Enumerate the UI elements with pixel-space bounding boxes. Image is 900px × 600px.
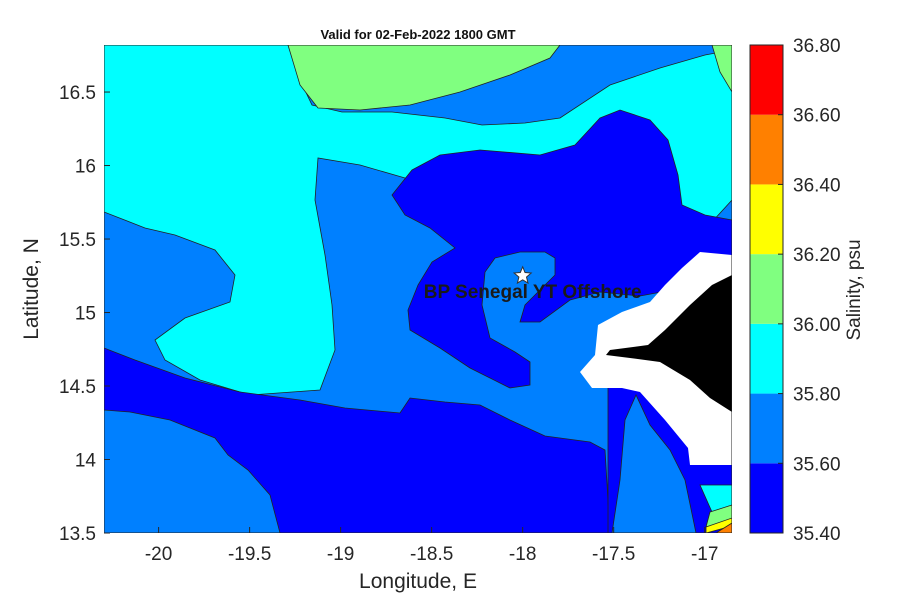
y-tick-label: 16 <box>75 157 96 178</box>
colorbar-segment <box>750 184 783 255</box>
salinity-band-36-20-36-40-coast <box>705 517 732 533</box>
colorbar-label: Salinity, psu <box>844 239 865 340</box>
colorbar-segment <box>750 323 783 394</box>
salinity-band-36-00-36-20 <box>287 45 561 111</box>
map-plot-area[interactable] <box>104 45 732 533</box>
x-tick-label: -17 <box>691 544 718 565</box>
x-tick-label: -20 <box>145 544 172 565</box>
y-tick-label: 16.5 <box>59 83 96 104</box>
land-mask <box>606 275 732 412</box>
y-tick-label: 15.5 <box>59 230 96 251</box>
salinity-band-35-40-35-60-west <box>104 347 611 533</box>
x-tick-label: -19.5 <box>228 544 271 565</box>
x-tick-label: -18 <box>509 544 536 565</box>
salinity-band-36-00-36-20-east <box>711 45 732 93</box>
colorbar-segment <box>750 254 783 324</box>
colorbar-tick-label: 35.40 <box>793 524 841 545</box>
colorbar-tick-label: 36.00 <box>793 315 841 336</box>
colorbar-frame <box>749 44 784 534</box>
colorbar-tick-label: 36.40 <box>793 175 841 196</box>
y-tick-label: 14.5 <box>59 377 96 398</box>
x-tick-label: -17.5 <box>592 544 635 565</box>
salinity-band-35-40-35-60-north <box>391 109 732 389</box>
figure-title: Valid for 02-Feb-2022 1800 GMT <box>320 27 515 42</box>
colorbar-segment <box>750 45 783 115</box>
colorbar-tick-label: 36.60 <box>793 106 841 127</box>
y-tick-label: 13.5 <box>59 524 96 545</box>
x-tick-label: -19 <box>327 544 354 565</box>
colorbar: 36.80 36.60 36.40 36.20 36.00 35.80 35.60 35.40 <box>749 36 841 545</box>
x-axis-label: Longitude, E <box>359 570 477 593</box>
colorbar-segment <box>750 114 783 185</box>
colorbar-tick-label: 36.80 <box>793 36 841 57</box>
x-tick-label: -18.5 <box>410 544 453 565</box>
y-ticks: 16.5 16 15.5 15 14.5 14 13.5 <box>59 83 110 545</box>
y-tick-label: 14 <box>75 451 97 472</box>
y-tick-label: 15 <box>75 304 96 325</box>
y-axis-label: Latitude, N <box>20 238 43 340</box>
colorbar-tick-label: 35.80 <box>793 385 841 406</box>
salinity-band-35-80-36-00-coast <box>699 484 732 513</box>
colorbar-segment <box>750 393 783 464</box>
x-ticks: -20 -19.5 -19 -18.5 -18 -17.5 -17 <box>145 527 718 565</box>
colorbar-segment <box>750 463 783 533</box>
site-marker[interactable]: BP Senegal YT Offshore <box>424 265 642 303</box>
site-label: BP Senegal YT Offshore <box>424 282 642 303</box>
salinity-band-36-40-36-60-coast <box>715 522 732 533</box>
colorbar-tick-label: 36.20 <box>793 245 841 266</box>
colorbar-tick-label: 35.60 <box>793 454 841 475</box>
star-icon <box>512 265 533 285</box>
